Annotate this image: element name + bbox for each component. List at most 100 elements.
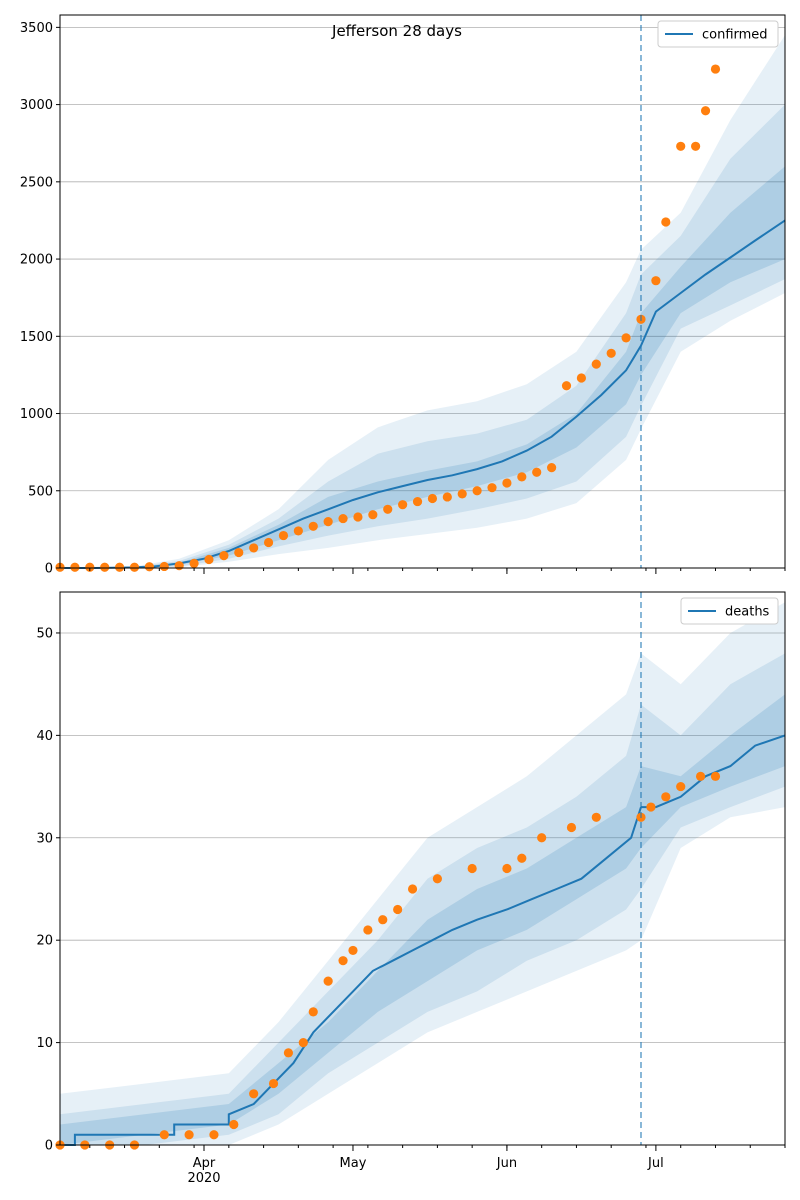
observed-point <box>398 500 408 510</box>
deaths-legend: deaths <box>680 597 779 625</box>
deaths-panel: 0 10 20 30 40 50 deaths Apr May Jun Jul 2020 <box>36 591 786 1186</box>
observed-point <box>293 526 303 536</box>
observed-point <box>646 802 656 812</box>
observed-point <box>442 492 452 502</box>
x-tick-label-apr: Apr <box>193 1156 216 1171</box>
observed-point <box>691 141 701 151</box>
observed-point <box>204 554 214 565</box>
observed-point <box>234 547 244 558</box>
y-tick-label: 40 <box>36 729 53 744</box>
observed-point <box>710 64 721 74</box>
observed-point <box>323 517 333 527</box>
uncertainty-band-outer <box>60 602 785 1145</box>
observed-point <box>368 510 378 520</box>
observed-point <box>263 537 274 548</box>
legend-label-deaths: deaths <box>725 605 770 620</box>
observed-point <box>606 348 616 358</box>
confirmed-axes: 0 500 1000 1500 2000 2500 3000 3500 <box>20 14 786 577</box>
x-tick-label-jul: Jul <box>647 1156 664 1171</box>
legend-label-confirmed: confirmed <box>702 28 768 43</box>
x-year-label: 2020 <box>187 1171 220 1186</box>
observed-point <box>710 771 721 781</box>
y-tick-label: 3000 <box>20 98 53 113</box>
observed-point <box>278 530 289 541</box>
uncertainty-band-inner <box>60 166 785 568</box>
observed-point <box>298 1037 308 1048</box>
uncertainty-band-middle <box>60 653 785 1145</box>
observed-point <box>502 863 512 874</box>
y-tick-label: 3500 <box>20 21 53 36</box>
uncertainty-band-outer <box>60 35 785 569</box>
observed-point <box>308 1007 318 1017</box>
observed-point <box>502 478 512 488</box>
observed-point <box>363 925 373 935</box>
observed-point <box>323 976 333 986</box>
observed-point <box>283 1048 294 1058</box>
y-tick-label: 20 <box>36 934 53 949</box>
deaths-model-line <box>60 734 786 1146</box>
y-tick-label: 1000 <box>20 407 53 422</box>
observed-point <box>566 822 577 833</box>
x-axis-month-labels: Apr May Jun Jul 2020 <box>187 1156 663 1186</box>
model-line-fit <box>60 806 642 1146</box>
figure-title: Jefferson 28 days <box>331 22 462 40</box>
observed-point <box>472 486 482 496</box>
observed-point <box>70 562 80 572</box>
y-tick-label: 0 <box>45 562 53 577</box>
y-tick-label: 500 <box>28 484 53 499</box>
observed-point <box>348 945 358 956</box>
uncertainty-band-middle <box>60 104 785 568</box>
observed-point <box>561 381 572 391</box>
observed-point <box>695 771 706 781</box>
observed-point <box>591 359 601 369</box>
x-tick-label-may: May <box>340 1156 367 1171</box>
plot-frame <box>59 14 786 569</box>
legend-box <box>680 597 779 625</box>
observed-point <box>189 558 199 568</box>
observed-point <box>184 1130 194 1140</box>
observed-point <box>661 217 671 227</box>
observed-point <box>85 562 95 572</box>
observed-point <box>457 489 467 499</box>
confirmed-observed-points <box>55 64 721 572</box>
observed-point <box>661 792 671 802</box>
observed-point <box>412 496 423 507</box>
observed-point <box>621 333 631 343</box>
observed-point <box>338 513 348 524</box>
observed-point <box>114 562 125 572</box>
observed-point <box>576 373 587 383</box>
deaths-observed-points <box>55 771 721 1150</box>
observed-point <box>467 863 477 874</box>
observed-point <box>268 1078 279 1089</box>
x-tick-label-jun: Jun <box>496 1156 517 1171</box>
deaths-uncertainty-bands <box>60 602 785 1145</box>
observed-point <box>129 562 140 572</box>
observed-point <box>676 141 686 151</box>
y-tick-label: 2500 <box>20 175 53 190</box>
observed-point <box>537 833 547 843</box>
confirmed-uncertainty-bands <box>60 35 785 569</box>
y-tick-label: 1500 <box>20 330 53 345</box>
plot-frame <box>59 591 786 1146</box>
y-tick-label: 0 <box>45 1139 53 1154</box>
observed-point <box>353 512 363 522</box>
y-tick-label: 2000 <box>20 253 53 268</box>
observed-point <box>407 884 418 894</box>
y-tick-label: 10 <box>36 1036 53 1051</box>
observed-point <box>432 874 442 884</box>
confirmed-legend: confirmed <box>657 20 779 48</box>
observed-point <box>700 106 711 116</box>
observed-point <box>378 915 388 925</box>
observed-point <box>517 853 527 863</box>
observed-point <box>229 1119 239 1130</box>
observed-point <box>174 561 184 571</box>
y-tick-label: 30 <box>36 831 53 846</box>
observed-point <box>159 561 169 572</box>
observed-point <box>144 562 154 572</box>
observed-point <box>219 551 229 561</box>
model-line-forecast <box>640 219 786 347</box>
observed-point <box>676 781 686 792</box>
observed-point <box>591 812 601 822</box>
